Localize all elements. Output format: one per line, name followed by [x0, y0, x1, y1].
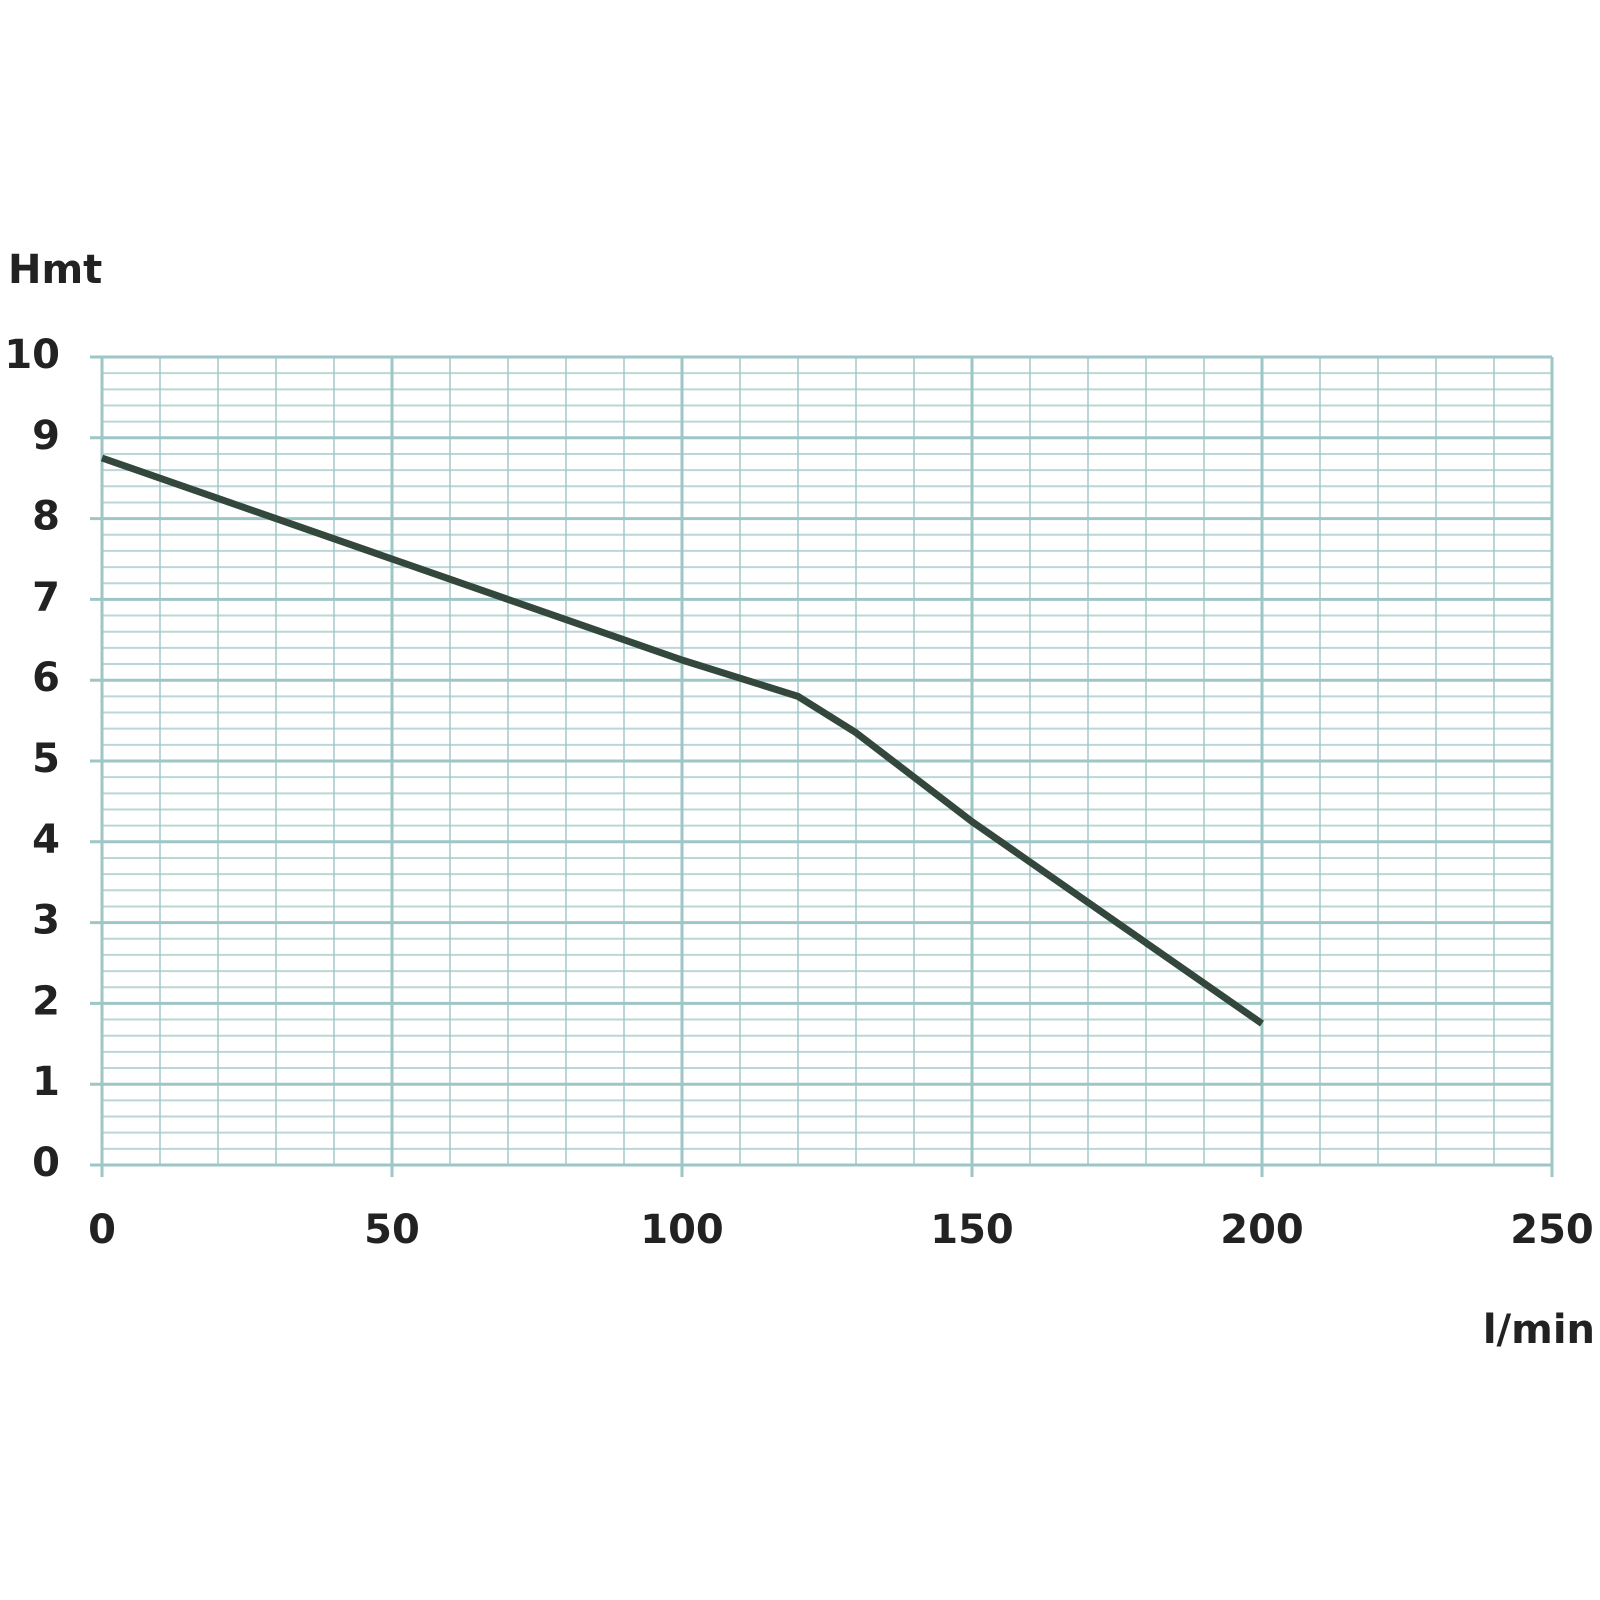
y-tick-label: 2	[32, 978, 60, 1024]
y-tick-label: 10	[4, 332, 60, 378]
y-tick-label: 5	[32, 736, 60, 782]
y-tick-label: 4	[32, 817, 60, 863]
x-tick-label: 150	[930, 1207, 1014, 1253]
x-tick-label: 50	[364, 1207, 420, 1253]
y-tick-label: 8	[32, 494, 60, 540]
y-tick-label: 3	[32, 898, 60, 944]
x-tick-label: 100	[640, 1207, 724, 1253]
x-tick-label: 250	[1510, 1207, 1594, 1253]
y-tick-label: 7	[32, 574, 60, 620]
x-tick-label: 200	[1220, 1207, 1304, 1253]
y-tick-label: 0	[32, 1140, 60, 1186]
x-tick-label: 0	[88, 1207, 116, 1253]
y-axis-label: Hmt	[8, 247, 102, 293]
y-tick-label: 6	[32, 655, 60, 701]
x-axis-label: l/min	[1483, 1307, 1595, 1353]
y-tick-label: 9	[32, 413, 60, 459]
y-tick-label: 1	[32, 1059, 60, 1105]
data-line	[100, 454, 1265, 1027]
